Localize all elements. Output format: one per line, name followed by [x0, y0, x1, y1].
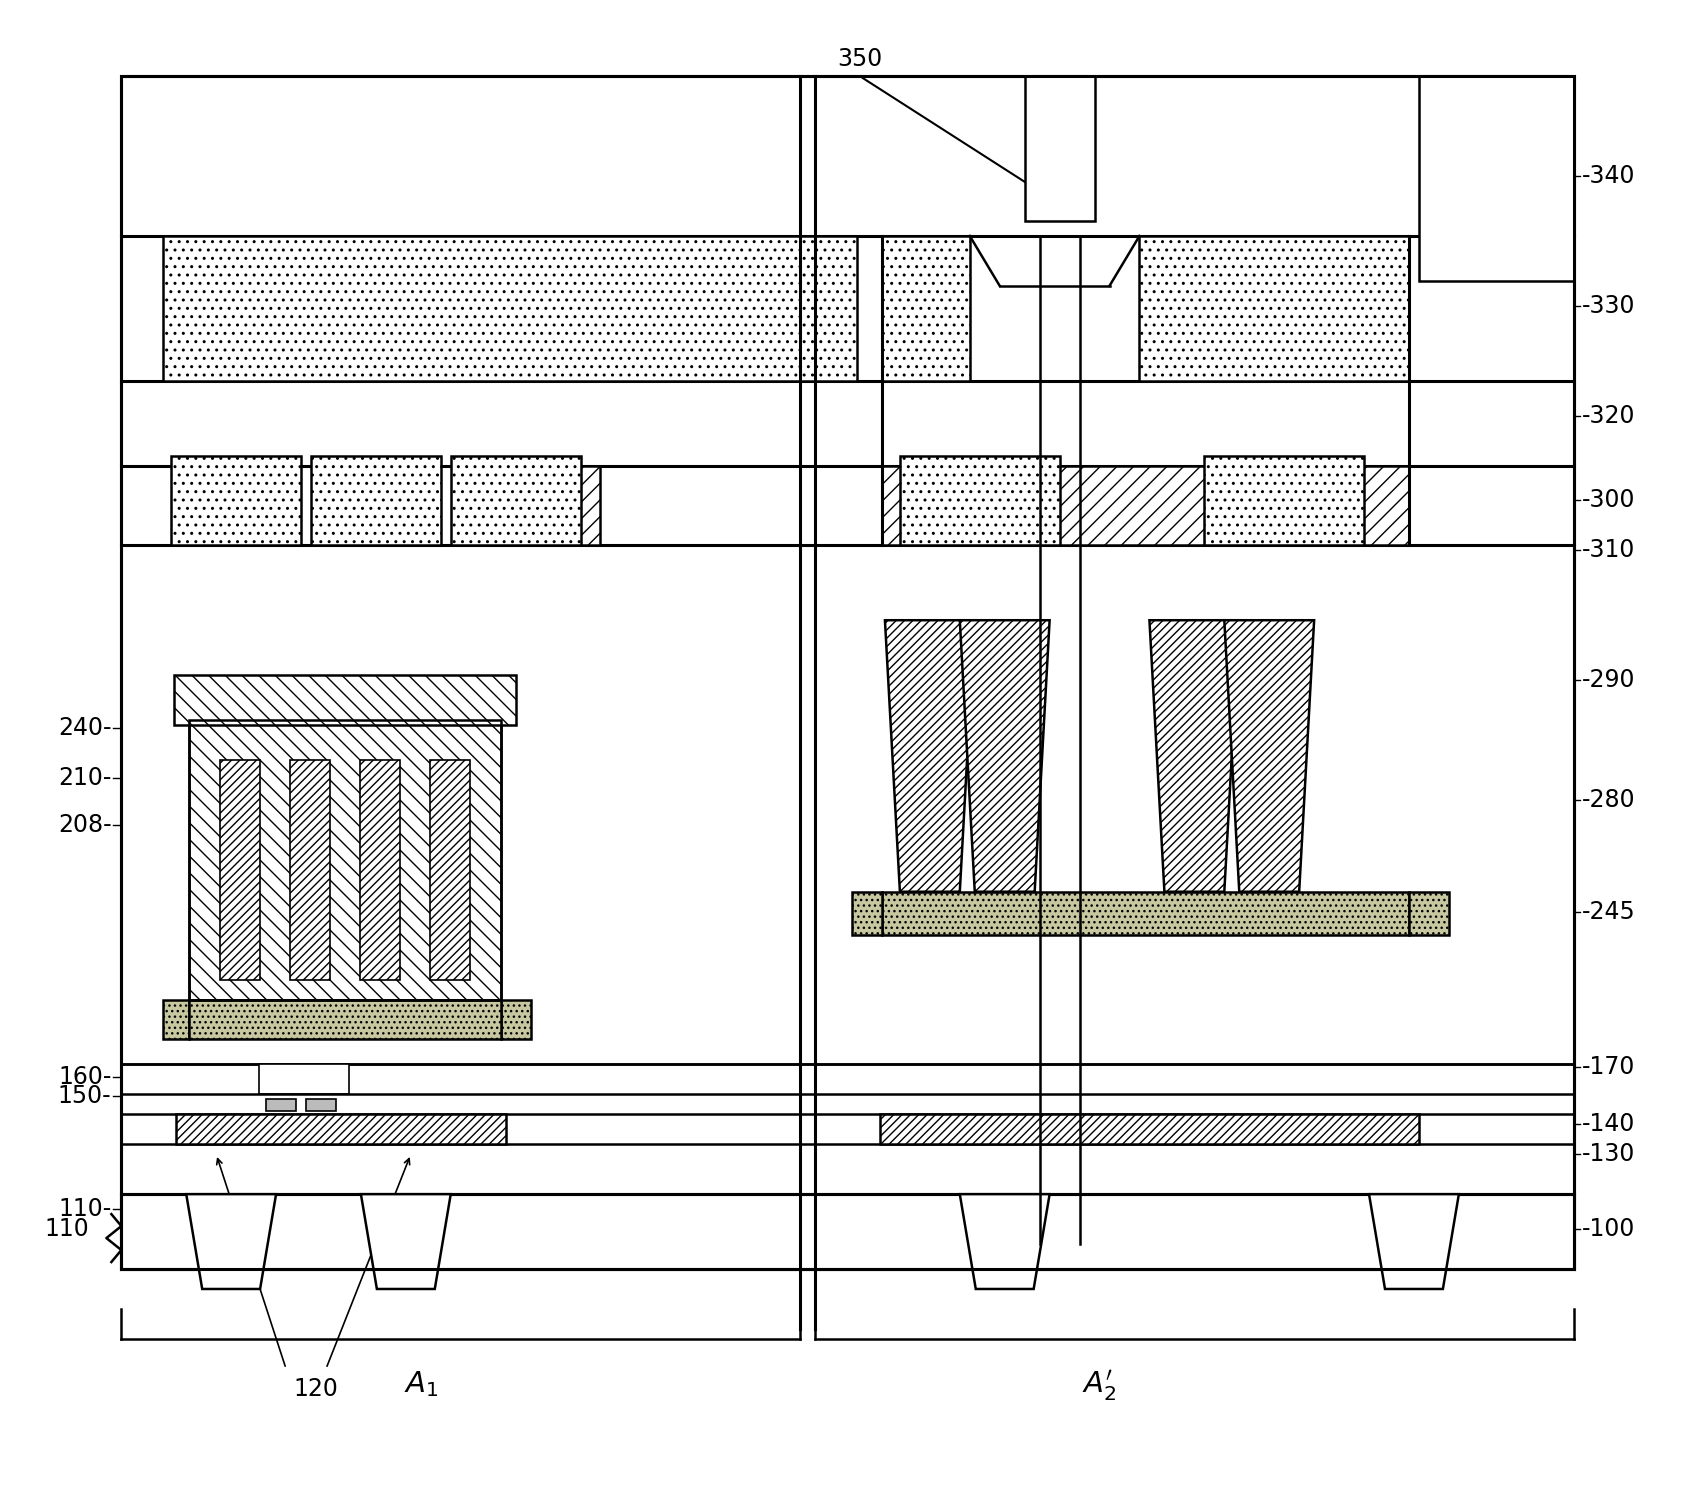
Bar — [881, 466, 1409, 545]
Text: -170: -170 — [1581, 1056, 1635, 1080]
Polygon shape — [959, 621, 1049, 892]
Text: -340: -340 — [1581, 164, 1635, 188]
Bar — [430, 759, 470, 980]
Bar — [188, 999, 501, 1039]
Text: -320: -320 — [1581, 404, 1635, 427]
Bar — [175, 675, 516, 725]
Text: -100: -100 — [1581, 1217, 1635, 1242]
Bar — [306, 1099, 336, 1111]
Bar — [290, 759, 329, 980]
Text: 350: 350 — [837, 48, 883, 71]
Text: -290: -290 — [1581, 669, 1635, 692]
Bar — [163, 999, 188, 1039]
Text: $A_1$: $A_1$ — [404, 1368, 438, 1398]
Text: -280: -280 — [1581, 788, 1635, 812]
Bar — [260, 1065, 348, 1094]
Text: -140: -140 — [1581, 1112, 1635, 1136]
Bar — [121, 76, 1574, 1269]
Bar — [880, 1114, 1420, 1144]
Text: 160-: 160- — [58, 1065, 112, 1090]
Bar — [501, 999, 530, 1039]
Polygon shape — [187, 1194, 277, 1289]
Bar — [881, 892, 1409, 935]
Bar — [450, 456, 581, 545]
Text: 208-: 208- — [58, 813, 112, 837]
Bar — [177, 1114, 506, 1144]
Polygon shape — [959, 1194, 1049, 1289]
Bar — [121, 1194, 1574, 1269]
Text: -245: -245 — [1581, 899, 1635, 923]
Bar — [311, 456, 441, 545]
Bar — [881, 235, 970, 381]
Polygon shape — [362, 1194, 450, 1289]
Bar — [121, 76, 1574, 1269]
Text: -330: -330 — [1581, 293, 1635, 317]
Bar — [1204, 456, 1363, 545]
Polygon shape — [1369, 1194, 1459, 1289]
Bar — [1409, 892, 1448, 935]
Polygon shape — [1224, 621, 1314, 892]
Text: 120: 120 — [294, 1377, 338, 1401]
Text: -300: -300 — [1581, 488, 1635, 512]
Text: 240-: 240- — [58, 716, 112, 740]
Bar — [1420, 76, 1574, 281]
Bar — [900, 456, 1060, 545]
Bar — [852, 892, 881, 935]
Text: 110-: 110- — [58, 1197, 112, 1221]
Bar — [540, 466, 601, 545]
Text: $A_2'$: $A_2'$ — [1082, 1368, 1117, 1404]
Text: 110: 110 — [44, 1217, 88, 1242]
Bar — [360, 759, 401, 980]
Bar — [219, 759, 260, 980]
Polygon shape — [885, 621, 975, 892]
Polygon shape — [1150, 621, 1240, 892]
Text: 210-: 210- — [58, 765, 112, 791]
Text: 150-: 150- — [58, 1084, 112, 1108]
Bar — [163, 235, 857, 381]
Bar — [188, 721, 501, 999]
Bar — [188, 721, 501, 999]
Text: -310: -310 — [1581, 539, 1635, 563]
Bar — [1024, 76, 1095, 220]
Bar — [267, 1099, 295, 1111]
Bar — [171, 456, 301, 545]
Text: -130: -130 — [1581, 1142, 1635, 1166]
Bar — [1139, 235, 1409, 381]
